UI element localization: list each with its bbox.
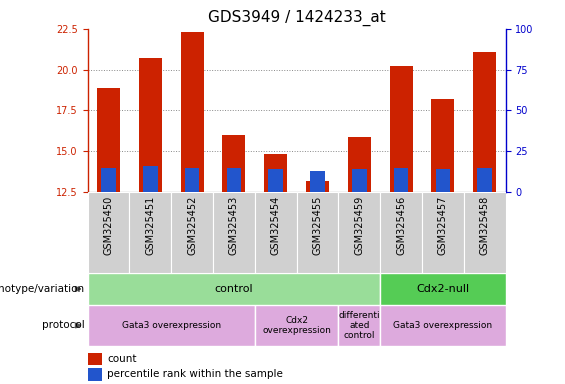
Bar — [297, 192, 338, 273]
Bar — [380, 192, 422, 273]
Text: Cdx2-null: Cdx2-null — [416, 284, 470, 294]
Text: control: control — [215, 284, 253, 294]
Bar — [143, 166, 158, 192]
Text: percentile rank within the sample: percentile rank within the sample — [107, 369, 283, 379]
Bar — [171, 192, 213, 273]
Text: GSM325453: GSM325453 — [229, 196, 239, 255]
Bar — [268, 169, 283, 192]
Bar — [129, 192, 171, 273]
Text: protocol: protocol — [42, 320, 85, 331]
Bar — [477, 167, 492, 192]
Bar — [88, 192, 129, 273]
Bar — [394, 167, 408, 192]
Bar — [338, 305, 380, 346]
Text: GSM325455: GSM325455 — [312, 196, 323, 255]
Bar — [223, 135, 245, 192]
Bar — [348, 136, 371, 192]
Bar — [380, 305, 506, 346]
Bar — [422, 192, 464, 273]
Bar — [306, 180, 329, 192]
Bar — [88, 353, 102, 365]
Bar — [227, 167, 241, 192]
Text: GSM325450: GSM325450 — [103, 196, 114, 255]
Bar — [255, 305, 338, 346]
Text: GSM325457: GSM325457 — [438, 196, 448, 255]
Text: GSM325456: GSM325456 — [396, 196, 406, 255]
Bar — [436, 169, 450, 192]
Bar — [390, 66, 412, 192]
Bar — [464, 192, 506, 273]
Text: genotype/variation: genotype/variation — [0, 284, 85, 294]
Bar — [352, 169, 367, 192]
Bar — [88, 305, 255, 346]
Bar — [255, 192, 297, 273]
Bar — [213, 192, 255, 273]
Bar — [185, 167, 199, 192]
Bar — [338, 192, 380, 273]
Title: GDS3949 / 1424233_at: GDS3949 / 1424233_at — [208, 10, 385, 26]
Text: Gata3 overexpression: Gata3 overexpression — [393, 321, 493, 330]
Bar — [432, 99, 454, 192]
Text: GSM325459: GSM325459 — [354, 196, 364, 255]
Bar — [310, 171, 325, 192]
Text: Gata3 overexpression: Gata3 overexpression — [121, 321, 221, 330]
Bar — [139, 58, 162, 192]
Text: GSM325454: GSM325454 — [271, 196, 281, 255]
Text: GSM325458: GSM325458 — [480, 196, 490, 255]
Bar — [101, 167, 116, 192]
Text: GSM325451: GSM325451 — [145, 196, 155, 255]
Text: Cdx2
overexpression: Cdx2 overexpression — [262, 316, 331, 335]
Bar — [88, 273, 380, 305]
Bar — [264, 154, 287, 192]
Bar — [181, 32, 203, 192]
Bar — [380, 273, 506, 305]
Text: GSM325452: GSM325452 — [187, 196, 197, 255]
Bar — [473, 51, 496, 192]
Text: differenti
ated
control: differenti ated control — [338, 311, 380, 340]
Text: count: count — [107, 354, 137, 364]
Bar — [97, 88, 120, 192]
Bar — [88, 369, 102, 381]
